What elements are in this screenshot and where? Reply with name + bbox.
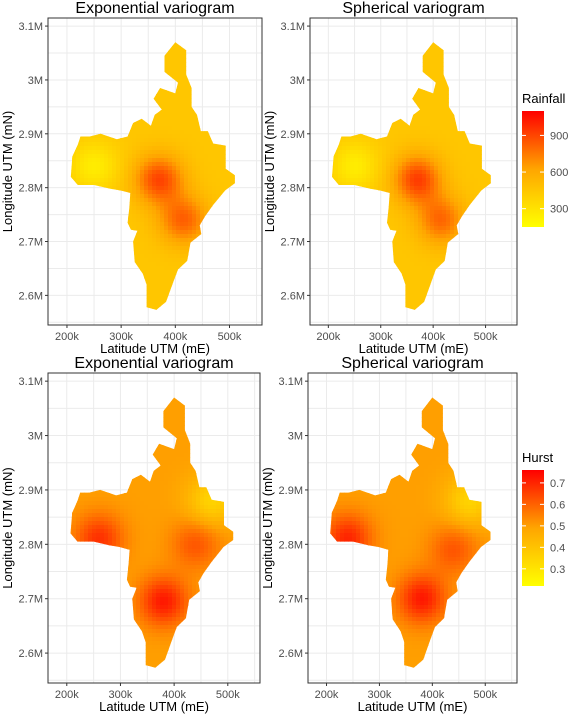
- panel-border: [47, 372, 261, 684]
- y-axis-label: Longitude UTM (mN): [0, 111, 15, 232]
- map-panel-2: 200k 300k 400k 500k 2.6M 2.7M 2.8M 2.9M 3M 3.1M Sp…: [262, 0, 518, 356]
- x-tick-label: 500k: [473, 689, 497, 701]
- y-tick-label: 2.8M: [279, 539, 303, 551]
- legend-tick-label: 900: [550, 130, 568, 142]
- legend-tick-label: 0.7: [550, 478, 565, 490]
- legend-tick-label: 300: [550, 204, 568, 216]
- legend-title: Rainfall: [522, 91, 565, 106]
- x-tick-label: 400k: [421, 331, 445, 343]
- x-tick-label: 200k: [315, 689, 339, 701]
- y-tick-label: 2.6M: [279, 648, 303, 660]
- legend-tick-label: 0.4: [550, 542, 565, 554]
- map-panel-4: 200k 300k 400k 500k 2.6M 2.7M 2.8M 2.9M 3M 3.1M Sp…: [260, 355, 518, 714]
- y-tick-label: 3M: [288, 431, 303, 443]
- x-tick-label: 400k: [162, 689, 186, 701]
- x-tick-label: 200k: [55, 689, 79, 701]
- y-tick-label: 3.1M: [19, 21, 43, 33]
- legend-colorbar: [522, 470, 544, 586]
- legend-hurst: Hurst 0.7 0.6 0.5 0.4 0.3: [522, 450, 565, 586]
- x-tick-label: 400k: [420, 689, 444, 701]
- panel-title: Exponential variogram: [75, 0, 234, 17]
- x-tick-label: 500k: [218, 331, 242, 343]
- map-panel-3: 200k 300k 400k 500k 2.6M 2.7M 2.8M 2.9M 3M 3.1M Ex…: [0, 355, 261, 714]
- y-tick-label: 2.7M: [279, 594, 303, 606]
- legend-tick-label: 0.6: [550, 499, 565, 511]
- legend-rainfall: Rainfall 900 600 300: [522, 91, 568, 227]
- y-tick-label: 2.8M: [19, 539, 43, 551]
- panel-border: [309, 17, 518, 326]
- x-tick-label: 400k: [163, 331, 187, 343]
- y-tick-label: 2.7M: [19, 237, 43, 249]
- x-axis-label: Latitude UTM (mE): [100, 341, 210, 356]
- y-tick-label: 3.1M: [19, 376, 43, 388]
- y-tick-label: 2.8M: [281, 183, 305, 195]
- y-tick-label: 3M: [28, 431, 43, 443]
- panel-border: [307, 372, 518, 684]
- y-tick-label: 2.6M: [281, 290, 305, 302]
- y-tick-label: 2.9M: [19, 485, 43, 497]
- y-tick-label: 3.1M: [281, 21, 305, 33]
- x-axis-label: Latitude UTM (mE): [358, 699, 468, 714]
- x-tick-label: 300k: [109, 331, 133, 343]
- x-axis-label: Latitude UTM (mE): [99, 699, 209, 714]
- y-tick-label: 3.1M: [279, 376, 303, 388]
- y-axis-label: Longitude UTM (mN): [262, 111, 277, 232]
- x-tick-label: 300k: [109, 689, 133, 701]
- x-tick-label: 200k: [55, 331, 79, 343]
- y-tick-label: 3M: [290, 75, 305, 87]
- legend-tick-label: 600: [550, 167, 568, 179]
- x-tick-label: 200k: [316, 331, 340, 343]
- y-tick-label: 2.6M: [19, 648, 43, 660]
- x-tick-label: 300k: [368, 689, 392, 701]
- x-axis-label: Latitude UTM (mE): [359, 341, 469, 356]
- y-tick-label: 3M: [28, 75, 43, 87]
- y-axis-label: Longitude UTM (mN): [0, 467, 15, 588]
- legend-tick-label: 0.3: [550, 564, 565, 576]
- y-tick-label: 2.9M: [19, 129, 43, 141]
- x-tick-label: 300k: [369, 331, 393, 343]
- x-tick-label: 500k: [216, 689, 240, 701]
- panel-border: [47, 17, 263, 326]
- y-tick-label: 2.7M: [281, 237, 305, 249]
- y-tick-label: 2.9M: [281, 129, 305, 141]
- legend-tick-label: 0.5: [550, 521, 565, 533]
- map-panel-1: 200k 300k 400k 500k 2.6M 2.7M 2.8M 2.9M 3M 3.1M Ex…: [0, 0, 263, 356]
- y-tick-label: 2.6M: [19, 290, 43, 302]
- y-tick-label: 2.8M: [19, 183, 43, 195]
- y-tick-label: 2.7M: [19, 594, 43, 606]
- panel-title: Spherical variogram: [341, 355, 483, 372]
- legend-title: Hurst: [522, 450, 553, 465]
- y-tick-label: 2.9M: [279, 485, 303, 497]
- x-tick-label: 500k: [474, 331, 498, 343]
- panel-title: Exponential variogram: [74, 355, 233, 372]
- legend-colorbar: [522, 111, 544, 227]
- panel-title: Spherical variogram: [342, 0, 484, 17]
- y-axis-label: Longitude UTM (mN): [260, 467, 275, 588]
